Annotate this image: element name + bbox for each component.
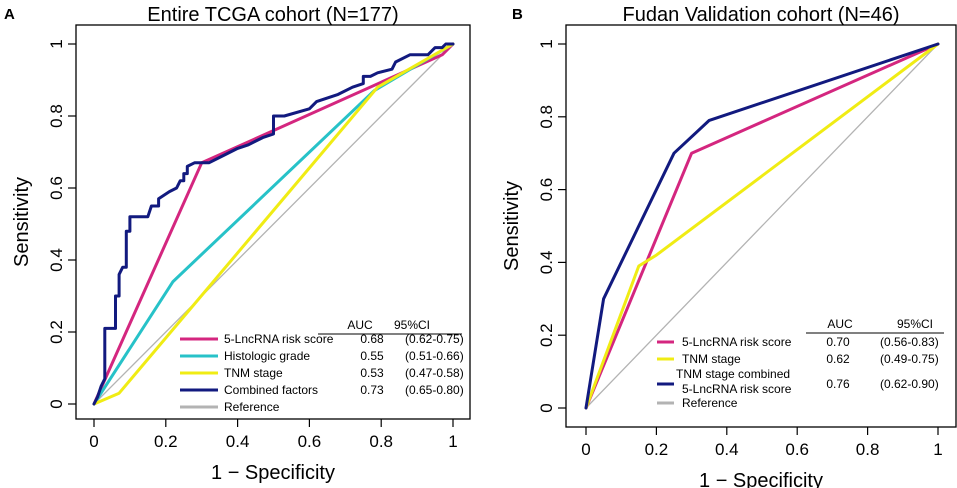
series-line-5-lncrna-risk-score	[584, 42, 940, 410]
legend-item: Reference	[180, 400, 280, 414]
y-tick-label: 1	[537, 39, 556, 48]
x-axis-label: 1 − Specificity	[211, 462, 335, 484]
legend-label: Reference	[224, 400, 280, 414]
legend-item: 5-LncRNA risk score 0.68 (0.62-0.75)	[180, 332, 464, 346]
x-tick-label: 0.4	[226, 432, 250, 451]
legend-auc: 0.55	[360, 349, 384, 363]
y-tick-label: 0	[537, 403, 556, 412]
chart-title: Entire TCGA cohort (N=177)	[147, 4, 398, 26]
legend-label: TNM stage	[682, 352, 741, 366]
legend-ci: (0.51-0.66)	[405, 349, 464, 363]
x-tick-label: 0.2	[645, 440, 669, 459]
legend-item: Combined factors 0.73 (0.65-0.80)	[180, 383, 464, 397]
legend-label: Histologic grade	[224, 349, 310, 363]
panel-label: A	[4, 6, 15, 23]
legend-label: Reference	[682, 396, 738, 410]
legend-label: Combined factors	[224, 383, 318, 397]
x-tick-label: 0.8	[856, 440, 880, 459]
y-tick-label: 0.6	[47, 176, 66, 200]
legend-label: TNM stage	[224, 366, 283, 380]
legend-item: Reference	[657, 396, 738, 410]
y-tick-label: 0.8	[47, 104, 66, 128]
legend-header-ci: 95%CI	[394, 318, 430, 332]
series-line-combined-factors	[92, 42, 455, 406]
plot-frame	[75, 24, 471, 420]
panel-b: B Fudan Validation cohort (N=46) 0 0.2 0.4 0.…	[501, 4, 957, 488]
legend-header-auc: AUC	[827, 317, 853, 331]
series-line-reference	[93, 43, 454, 405]
legend: AUC 95%CI 5-LncRNA risk score 0.70 (0.56-0.8…	[657, 317, 944, 410]
y-tick-label: 0.6	[537, 178, 556, 202]
x-tick-label: 0.6	[298, 432, 322, 451]
legend: AUC 95%CI 5-LncRNA risk score 0.68 (0.62-0.7…	[180, 318, 464, 414]
x-tick-label: 0.4	[715, 440, 739, 459]
series-line-5-lncrna-risk-score	[92, 42, 455, 406]
x-tick-label: 0.2	[154, 432, 178, 451]
chart-title: Fudan Validation cohort (N=46)	[622, 4, 899, 26]
plot-frame	[565, 24, 957, 428]
legend-item: Histologic grade 0.55 (0.51-0.66)	[180, 349, 464, 363]
legend-ci: (0.62-0.90)	[880, 377, 939, 391]
x-tick-label: 1	[448, 432, 457, 451]
panel-label: B	[512, 6, 523, 23]
y-axis-label: Sensitivity	[11, 177, 33, 267]
legend-ci: (0.56-0.83)	[880, 335, 939, 349]
y-axis-label: Sensitivity	[501, 181, 523, 271]
legend-auc: 0.68	[360, 332, 384, 346]
legend-label: 5-LncRNA risk score	[682, 335, 792, 349]
y-tick-label: 0.4	[537, 251, 556, 275]
panel-a: A Entire TCGA cohort (N=177) 0 0.2 0.4 0.6 0.8…	[4, 4, 471, 484]
legend-auc: 0.53	[360, 366, 384, 380]
legend-label-line-1: TNM stage combined	[676, 367, 790, 381]
legend-auc: 0.73	[360, 383, 384, 397]
series-line-tnm-stage	[92, 42, 455, 406]
legend-label: 5-LncRNA risk score	[224, 332, 334, 346]
legend-auc: 0.76	[826, 377, 850, 391]
series-line-tnm-stage-combined-5-lncrna-risk-score	[584, 42, 940, 410]
legend-header-ci: 95%CI	[897, 317, 933, 331]
legend-auc: 0.70	[826, 335, 850, 349]
legend-ci: (0.65-0.80)	[405, 383, 464, 397]
legend-label-line-2: 5-LncRNA risk score	[682, 382, 792, 396]
y-tick-label: 0.4	[47, 248, 66, 272]
x-tick-label: 0	[89, 432, 98, 451]
legend-item: 5-LncRNA risk score 0.70 (0.56-0.83)	[657, 335, 939, 349]
legend-item: TNM stage 0.53 (0.47-0.58)	[180, 366, 464, 380]
y-tick-label: 1	[47, 39, 66, 48]
legend-ci: (0.62-0.75)	[405, 332, 464, 346]
y-tick-label: 0.2	[537, 323, 556, 347]
y-tick-label: 0	[47, 399, 66, 408]
legend-ci: (0.47-0.58)	[405, 366, 464, 380]
legend-item: TNM stage 0.62 (0.49-0.75)	[657, 352, 939, 366]
legend-header-auc: AUC	[347, 318, 373, 332]
x-tick-label: 1	[933, 440, 942, 459]
series-line-reference	[585, 43, 939, 409]
x-tick-label: 0.8	[369, 432, 393, 451]
legend-auc: 0.62	[826, 352, 850, 366]
y-tick-label: 0.2	[47, 320, 66, 344]
x-axis-label: 1 − Specificity	[699, 470, 823, 488]
series-line-tnm-stage	[584, 42, 940, 410]
y-tick-label: 0.8	[537, 105, 556, 129]
legend-ci: (0.49-0.75)	[880, 352, 939, 366]
x-tick-label: 0	[581, 440, 590, 459]
x-tick-label: 0.6	[785, 440, 809, 459]
